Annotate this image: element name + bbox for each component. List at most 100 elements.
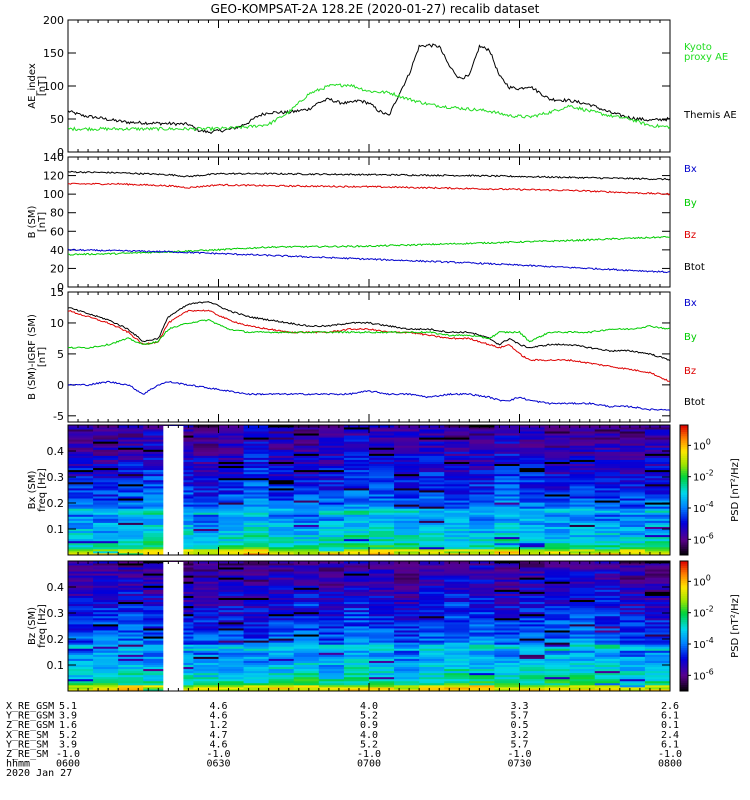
series-line-bz — [68, 309, 670, 382]
spectrogram-cells — [68, 561, 671, 692]
y-tick-label: 0 — [57, 281, 64, 294]
data-gap — [163, 426, 184, 555]
y-tick-label: 0.4 — [47, 581, 65, 594]
orbit-row-value: 5.2 — [360, 711, 378, 722]
orbit-row-value: 5.2 — [360, 739, 378, 750]
legend-label: By — [684, 198, 697, 209]
orbit-row-value: 3.9 — [59, 711, 77, 722]
series-line-bz — [68, 182, 670, 196]
spectrogram-panel: 0.10.20.30.4Bx (SM) freq [Hz]10010-210-41… — [27, 424, 741, 556]
y-tick-label: 0.2 — [47, 633, 65, 646]
colorbar-tick-exp: -4 — [706, 636, 714, 645]
y-tick-label: 0.3 — [47, 607, 65, 620]
y-axis-label: AE_index — [27, 63, 38, 109]
colorbar-tick-label: 10-4 — [693, 500, 714, 515]
orbit-row-value: 2.4 — [661, 730, 679, 741]
legend-label: Themis AE — [683, 110, 737, 121]
orbit-row-value: 0730 — [507, 759, 531, 770]
legend-label: Bz — [684, 366, 696, 377]
y-axis-label: freq [Hz] — [37, 468, 48, 512]
spectrogram-panel: 0.10.20.30.4Bz (SM) freq [Hz]10010-210-41… — [27, 560, 741, 692]
colorbar-tick-exp: -2 — [706, 469, 714, 478]
series-line-bx — [68, 248, 670, 274]
orbit-row-value: 2.6 — [661, 701, 679, 712]
legend-label: Kyoto — [684, 42, 712, 53]
y-tick-label: -5 — [53, 410, 64, 423]
y-axis-label: B (SM) — [27, 205, 38, 238]
y-axis-label: Bz (SM) — [27, 607, 38, 645]
y-tick-label: 60 — [50, 225, 64, 238]
y-tick-label: 200 — [43, 14, 64, 27]
colorbar-label: PSD [nT²/Hz] — [730, 458, 741, 522]
series-line-btot — [68, 170, 670, 181]
orbit-row-value: 0.5 — [510, 720, 528, 731]
plot-area — [68, 301, 670, 412]
orbit-row-value: 6.1 — [661, 711, 679, 722]
orbit-row-value: 5.1 — [59, 701, 77, 712]
plot-area — [68, 43, 670, 135]
y-tick-label: 20 — [50, 262, 64, 275]
panel-frame — [67, 424, 671, 556]
colorbar-tick-base: 10 — [693, 640, 706, 651]
y-tick-label: 0.2 — [47, 497, 65, 510]
colorbar-tick-base: 10 — [693, 504, 706, 515]
y-tick-label: 120 — [43, 170, 64, 183]
y-tick-label: 0.1 — [47, 659, 65, 672]
colorbar-frame — [679, 560, 689, 692]
colorbar-tick-label: 100 — [693, 437, 711, 452]
y-tick-label: 0.3 — [47, 471, 65, 484]
y-axis-label: [nT] — [37, 76, 48, 96]
y-axis-label: freq [Hz] — [37, 604, 48, 648]
y-tick-label: 100 — [43, 80, 64, 93]
colorbar-label: PSD [nT²/Hz] — [730, 594, 741, 658]
colorbar-tick-base: 10 — [693, 441, 706, 452]
y-tick-label: 150 — [43, 47, 64, 60]
colorbar-tick-exp: -2 — [706, 605, 714, 614]
y-tick-label: 100 — [43, 188, 64, 201]
plot-area — [68, 170, 670, 274]
panel-frame — [67, 19, 671, 153]
series-line-kyoto-proxy-ae — [68, 83, 670, 132]
orbit-row-label: X_RE_SM — [6, 730, 48, 741]
colorbar-tick-base: 10 — [693, 671, 706, 682]
colorbar-tick-base: 10 — [693, 609, 706, 620]
colorbar-tick-base: 10 — [693, 473, 706, 484]
orbit-row-label: Z_RE_SM — [6, 749, 48, 760]
orbit-row-value: 6.1 — [661, 739, 679, 750]
series-line-themis-ae — [68, 43, 670, 135]
colorbar-tick-base: 10 — [693, 577, 706, 588]
orbit-row-value: -1.0 — [507, 749, 531, 760]
orbit-row-label: hhmm — [6, 759, 30, 770]
y-tick-label: 0.1 — [47, 523, 65, 536]
line-panel: -5 0 5 10 15 B (SM)-IGRF (SM) [nT] Bx By Bz Btot — [27, 286, 705, 423]
orbit-row-value: 3.9 — [59, 739, 77, 750]
legend-label: Bx — [684, 298, 697, 309]
y-tick-label: 80 — [50, 207, 64, 220]
y-axis-label: [nT] — [37, 347, 48, 367]
y-tick-label: 5 — [57, 348, 64, 361]
panel-frame — [67, 291, 671, 423]
orbit-row-value: 0630 — [206, 759, 230, 770]
orbit-row-value: 5.7 — [510, 739, 528, 750]
orbit-row-value: 0.1 — [661, 720, 679, 731]
y-tick-label: 15 — [50, 286, 64, 299]
orbit-row-value: 4.6 — [209, 739, 227, 750]
colorbar-tick-label: 100 — [693, 573, 711, 588]
legend-label: Bx — [684, 164, 697, 175]
orbit-row-value: 3.3 — [510, 701, 528, 712]
colorbar-tick-exp: 0 — [706, 437, 711, 446]
series-line-bx — [68, 380, 670, 412]
line-panel: 0 20 40 60 80 100 120 140 B (SM) [nT] Bx By Bz Btot — [27, 151, 705, 294]
orbit-row-value: -1.0 — [206, 749, 230, 760]
orbit-row-value: 5.7 — [510, 711, 528, 722]
y-tick-label: 0 — [57, 379, 64, 392]
colorbar-tick-exp: -6 — [706, 667, 714, 676]
orbit-row-value: -1.0 — [56, 749, 80, 760]
orbit-row-label: Y_RE_SM — [6, 739, 48, 750]
orbit-row-value: 1.2 — [209, 720, 227, 731]
figure-title: GEO-KOMPSAT-2A 128.2E (2020-01-27) recal… — [211, 2, 540, 16]
